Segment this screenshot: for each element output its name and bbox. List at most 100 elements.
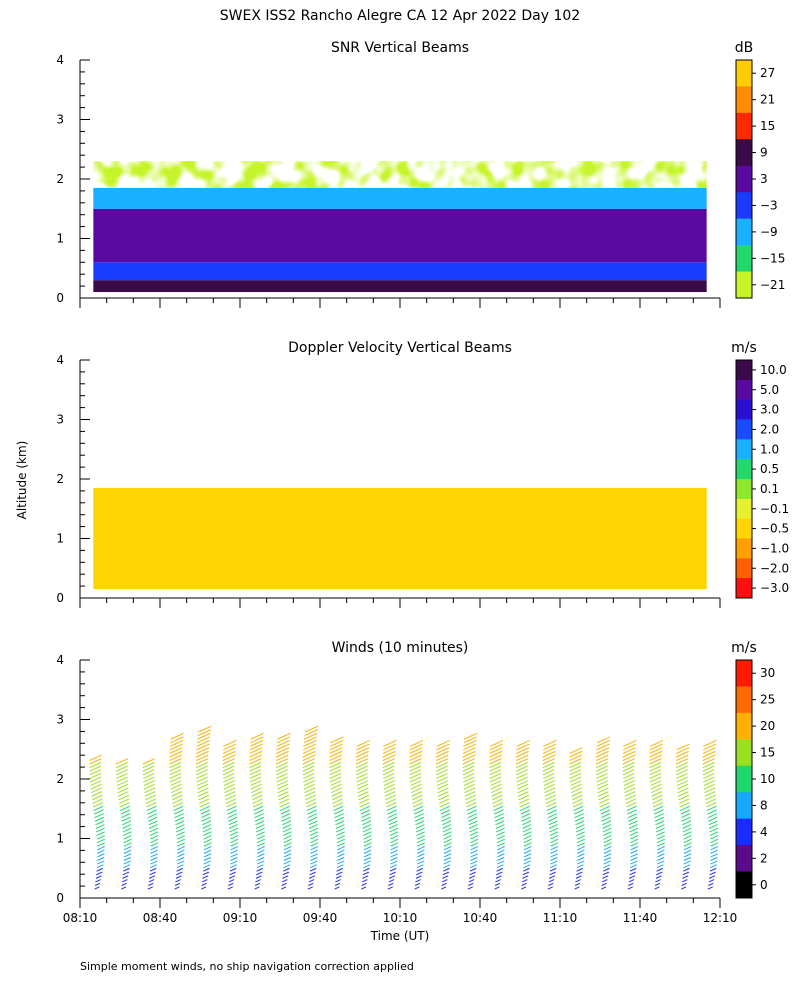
wind-barb bbox=[599, 798, 610, 804]
snr-panel: SNR Vertical Beams 0 1 2 3 4 dB 27 21 15 9 3 −3 −9… bbox=[56, 40, 785, 308]
wind-barb bbox=[222, 765, 235, 772]
wind-barb bbox=[703, 740, 717, 747]
wind-barb bbox=[710, 849, 719, 854]
wind-barb bbox=[573, 805, 584, 811]
wind-barb bbox=[149, 864, 158, 869]
wind-barb bbox=[497, 856, 505, 861]
wind-barb bbox=[569, 761, 582, 769]
wind-barb bbox=[309, 875, 316, 879]
wind-barb bbox=[436, 740, 450, 747]
wind-barb bbox=[516, 772, 528, 779]
wind-barb bbox=[629, 831, 639, 836]
wind-barb bbox=[628, 882, 634, 886]
wind-barb bbox=[522, 871, 530, 876]
wind-barb bbox=[710, 853, 718, 858]
wind-barb bbox=[652, 802, 664, 808]
colorbar-swatch bbox=[736, 686, 752, 714]
wind-barb bbox=[571, 794, 583, 801]
wind-barb bbox=[603, 842, 612, 847]
wind-barb bbox=[256, 864, 264, 869]
wind-barb bbox=[169, 758, 182, 765]
wind-barb bbox=[309, 864, 318, 869]
wind-barb bbox=[201, 886, 207, 890]
wind-barb bbox=[256, 860, 265, 865]
colorbar-label: 10 bbox=[760, 772, 775, 786]
wind-barb bbox=[304, 729, 318, 737]
wind-barb bbox=[709, 827, 719, 833]
x-tick-label: 11:40 bbox=[623, 911, 658, 925]
wind-barb bbox=[305, 798, 317, 804]
wind-barb bbox=[516, 740, 530, 747]
wind-barb bbox=[363, 860, 371, 865]
wind-barb bbox=[546, 805, 557, 811]
wind-barb bbox=[277, 732, 291, 740]
wind-barb bbox=[521, 882, 527, 886]
wind-barb bbox=[256, 831, 265, 836]
wind-barb bbox=[230, 849, 239, 854]
wind-barb bbox=[195, 761, 209, 769]
wind-barb bbox=[223, 783, 235, 790]
wind-barb bbox=[656, 867, 664, 872]
y-tick-label: 2 bbox=[56, 172, 64, 186]
wind-barb bbox=[470, 853, 478, 858]
wind-barb bbox=[576, 864, 584, 869]
wind-barb bbox=[622, 772, 635, 779]
wind-barb bbox=[683, 838, 692, 844]
wind-barb bbox=[495, 875, 502, 879]
wind-barb bbox=[597, 787, 609, 794]
wind-barb bbox=[489, 743, 503, 751]
wind-barb bbox=[630, 838, 639, 844]
wind-barb bbox=[386, 802, 397, 808]
wind-barb bbox=[90, 783, 102, 790]
wind-barb bbox=[329, 776, 342, 783]
wind-barb bbox=[550, 838, 559, 844]
wind-barb bbox=[95, 875, 102, 879]
wind-barb bbox=[118, 791, 129, 797]
wind-barb bbox=[414, 882, 421, 886]
y-tick-label: 3 bbox=[56, 413, 64, 427]
wind-barb bbox=[121, 813, 131, 819]
colorbar-swatch bbox=[736, 558, 752, 579]
wind-barb bbox=[550, 853, 558, 858]
wind-barb bbox=[416, 871, 423, 876]
wind-barb bbox=[702, 750, 716, 758]
wind-barb bbox=[389, 875, 396, 879]
wind-barb bbox=[384, 791, 396, 797]
wind-barb bbox=[466, 802, 477, 808]
wind-barb bbox=[170, 736, 184, 744]
wind-barb bbox=[276, 780, 289, 787]
wind-barb bbox=[255, 820, 265, 826]
wind-barb bbox=[308, 824, 318, 829]
y-tick-label: 3 bbox=[56, 113, 64, 127]
wind-barb bbox=[202, 871, 210, 876]
wind-barb bbox=[200, 805, 211, 811]
wind-barb bbox=[575, 820, 585, 826]
wind-barb bbox=[176, 864, 184, 869]
wind-barb bbox=[542, 761, 555, 769]
wind-barb bbox=[597, 783, 609, 790]
wind-barb bbox=[649, 747, 663, 754]
y-tick-label: 0 bbox=[56, 591, 64, 605]
wind-barb bbox=[463, 736, 477, 744]
wind-barb bbox=[123, 856, 132, 861]
wind-barb bbox=[203, 867, 210, 872]
wind-barb bbox=[496, 867, 504, 872]
wind-barb bbox=[443, 860, 451, 865]
footnote: Simple moment winds, no ship navigation … bbox=[80, 960, 414, 973]
wind-barb bbox=[225, 794, 236, 801]
wind-barb bbox=[489, 740, 504, 747]
wind-barb bbox=[356, 769, 368, 776]
wind-barb bbox=[628, 820, 638, 826]
wind-barb bbox=[382, 750, 396, 758]
wind-barb bbox=[251, 794, 263, 801]
wind-barb bbox=[469, 864, 478, 869]
wind-barb bbox=[176, 871, 183, 876]
wind-barb bbox=[596, 743, 610, 751]
wind-barb bbox=[653, 809, 664, 815]
wind-barb bbox=[95, 824, 105, 829]
wind-barb bbox=[278, 791, 289, 797]
wind-barb bbox=[89, 772, 102, 779]
wind-barb bbox=[228, 816, 238, 822]
wind-barb bbox=[520, 805, 531, 811]
wind-barb bbox=[276, 776, 288, 783]
